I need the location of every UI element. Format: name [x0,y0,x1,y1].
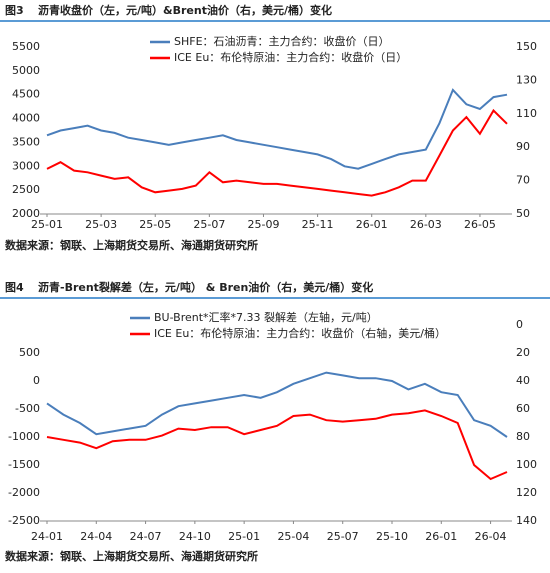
y2-tick-label: 40 [516,374,530,387]
y2-tick-label: 70 [516,174,530,187]
y2-tick-label: 140 [516,514,537,527]
x-tick-label: 25-05 [139,218,171,231]
series-line [46,409,508,481]
figure-label: 图4 [5,281,24,294]
y-tick-label: 500 [19,346,40,359]
x-tick-label: 25-04 [277,530,309,543]
series-line [46,371,508,438]
legend-label: BU-Brent*汇率*7.33 裂解差（左轴，元/吨） [154,310,378,324]
y-tick-label: 2500 [12,183,40,196]
legend-label: ICE Eu：布伦特原油：主力合约：收盘价（右轴，美元/桶） [154,326,446,340]
chart-title: 沥青-Brent裂解差（左，元/吨） & Bren油价（右，美元/桶）变化 [38,280,373,294]
y-tick-label: 4000 [12,112,40,125]
x-tick-label: 26-03 [410,218,442,231]
y2-tick-label: 130 [516,73,537,86]
y-tick-label: -500 [15,402,40,415]
y2-tick-label: 60 [516,402,530,415]
source: 数据来源：钢联、上海期货交易所、海通期货研究所 [5,238,258,252]
source: 数据来源：钢联、上海期货交易所、海通期货研究所 [5,549,258,563]
y-tick-label: 3500 [12,135,40,148]
x-tick-label: 25-10 [376,530,408,543]
y-tick-label: -1500 [8,458,40,471]
y2-tick-label: 80 [516,430,530,443]
x-tick-label: 26-04 [475,530,507,543]
x-tick-label: 26-01 [356,218,388,231]
x-tick-label: 25-07 [327,530,359,543]
y2-tick-label: 150 [516,40,537,53]
x-tick-label: 24-01 [31,530,63,543]
x-tick-label: 26-01 [425,530,457,543]
chart-title: 沥青收盘价（左，元/吨）&Brent油价（右，美元/桶）变化 [38,3,332,17]
y2-tick-label: 120 [516,486,537,499]
figure-label: 图3 [5,4,24,17]
y2-tick-label: 50 [516,207,530,220]
y-tick-label: 5000 [12,64,40,77]
y2-tick-label: 110 [516,107,537,120]
x-tick-label: 25-11 [302,218,334,231]
x-tick-label: 24-04 [80,530,112,543]
legend-label: SHFE：石油沥青：主力合约：收盘价（日） [174,34,390,48]
y-tick-label: 2000 [12,207,40,220]
y-tick-label: 3000 [12,159,40,172]
y-tick-label: -2000 [8,486,40,499]
x-tick-label: 24-07 [130,530,162,543]
legend-label: ICE Eu：布伦特原油：主力合约：收盘价（日） [174,50,407,64]
x-tick-label: 26-05 [464,218,496,231]
x-tick-label: 25-01 [228,530,260,543]
x-tick-label: 25-01 [31,218,63,231]
y-tick-label: -2500 [8,514,40,527]
y-tick-label: 5500 [12,40,40,53]
y-tick-label: 0 [33,374,40,387]
x-tick-label: 24-10 [179,530,211,543]
y2-tick-label: 0 [516,318,523,331]
x-tick-label: 25-07 [193,218,225,231]
y2-tick-label: 20 [516,346,530,359]
x-tick-label: 25-03 [85,218,117,231]
x-tick-label: 25-09 [247,218,279,231]
series-line [46,88,508,170]
y-tick-label: 4500 [12,88,40,101]
y2-tick-label: 90 [516,140,530,153]
y-tick-label: -1000 [8,430,40,443]
series-line [46,108,508,197]
y2-tick-label: 100 [516,458,537,471]
